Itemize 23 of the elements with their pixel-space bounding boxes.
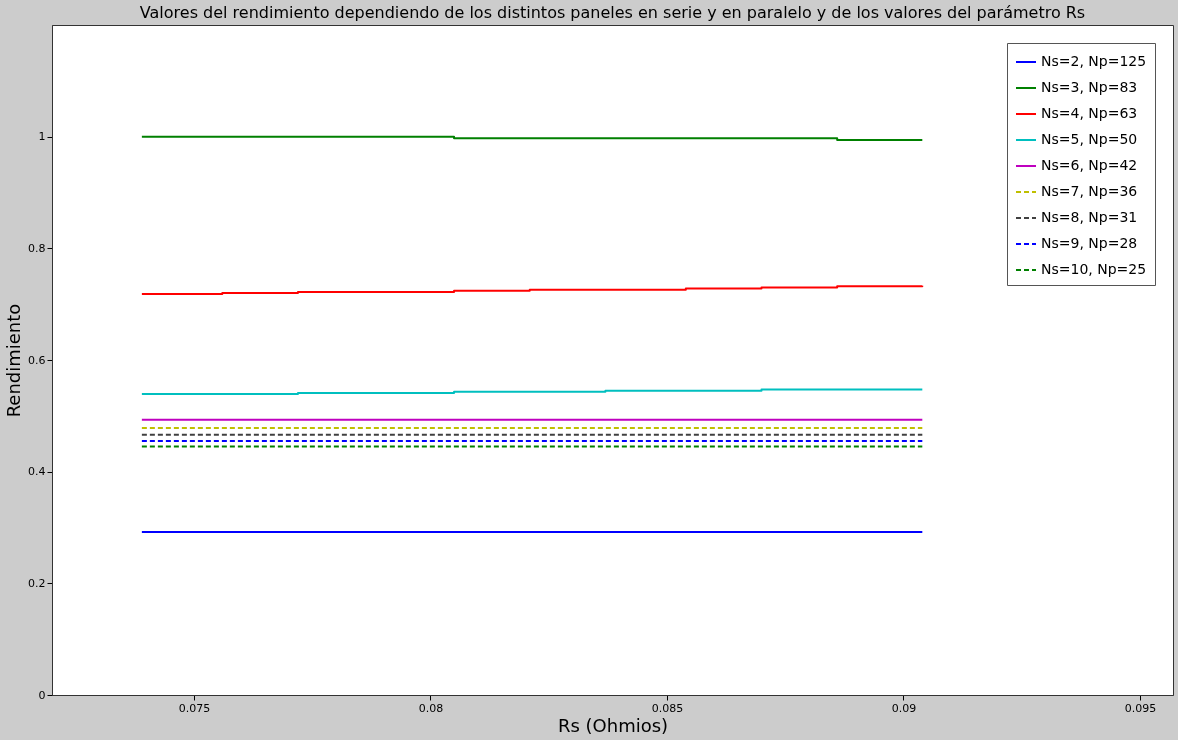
chart-title: Valores del rendimiento dependiendo de los distintos paneles en serie y en paralelo y de los valores del parámetro Rs — [139, 3, 1086, 22]
y-tick-label: 1 — [38, 130, 46, 144]
legend-label: Ns=10, Np=25 — [1041, 261, 1147, 277]
x-tick-label: 0.08 — [418, 701, 444, 715]
legend-label: Ns=8, Np=31 — [1041, 209, 1138, 225]
legend-label: Ns=4, Np=63 — [1041, 105, 1138, 121]
y-tick-label: 0.4 — [28, 465, 46, 479]
x-tick-label: 0.085 — [651, 701, 684, 715]
legend-label: Ns=9, Np=28 — [1041, 235, 1138, 251]
x-tick-label: 0.095 — [1124, 701, 1157, 715]
legend-label: Ns=3, Np=83 — [1041, 79, 1138, 95]
y-tick-label: 0.8 — [28, 241, 46, 255]
x-tick-label: 0.075 — [178, 701, 211, 715]
y-tick-label: 0.6 — [28, 353, 46, 367]
y-axis-title: Rendimiento — [3, 303, 25, 418]
x-axis-title: Rs (Ohmios) — [557, 714, 669, 736]
legend-label: Ns=7, Np=36 — [1041, 183, 1138, 199]
y-tick-label: 0.2 — [28, 576, 46, 590]
y-tick-label: 0 — [38, 688, 46, 702]
legend-label: Ns=6, Np=42 — [1041, 157, 1138, 173]
legend-label: Ns=5, Np=50 — [1041, 131, 1138, 147]
x-tick-label: 0.09 — [891, 701, 917, 715]
legend-label: Ns=2, Np=125 — [1041, 53, 1147, 69]
